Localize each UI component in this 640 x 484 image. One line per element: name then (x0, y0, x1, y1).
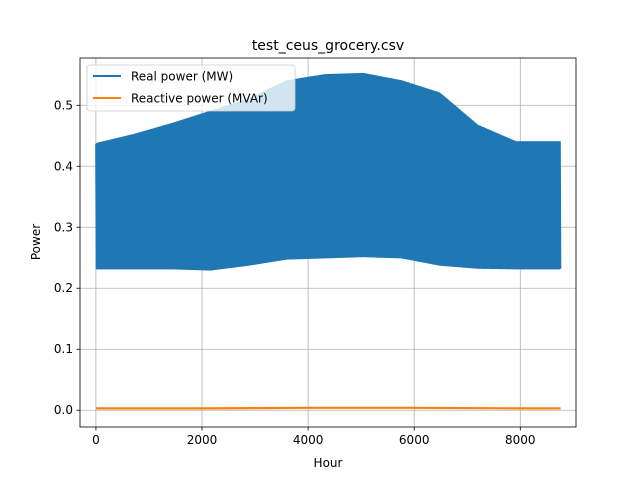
plot-area (95, 72, 562, 410)
x-tick-label: 8000 (505, 433, 536, 447)
y-tick-label: 0.1 (54, 342, 73, 356)
legend-label-real-power: Real power (MW) (131, 70, 233, 84)
y-tick-label: 0.4 (54, 159, 73, 173)
y-tick-label: 0.5 (54, 98, 73, 112)
y-tick-label: 0.2 (54, 281, 73, 295)
x-tick-label: 6000 (399, 433, 430, 447)
legend-box (86, 64, 296, 112)
y-tick-label: 0.3 (54, 220, 73, 234)
x-tick-label: 4000 (293, 433, 324, 447)
x-tick-label: 0 (92, 433, 100, 447)
axis-ticks: 0 2000 4000 6000 8000 0.0 0.1 0.2 0.3 0.4 0.5 (54, 98, 536, 447)
chart-title: test_ceus_grocery.csv (252, 38, 404, 54)
legend: Real power (MW) Reactive power (MVAr) (86, 64, 296, 112)
series-real-power-line (95, 72, 562, 271)
series-reactive-power-line (95, 406, 561, 410)
legend-label-reactive-power: Reactive power (MVAr) (131, 92, 268, 106)
y-tick-label: 0.0 (54, 403, 73, 417)
x-axis-label: Hour (314, 456, 343, 470)
x-tick-label: 2000 (187, 433, 218, 447)
y-axis-label: Power (29, 224, 43, 260)
axes-frame (79, 57, 577, 428)
